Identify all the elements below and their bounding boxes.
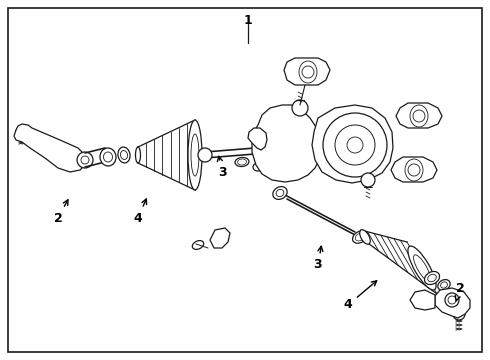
Text: 3: 3	[218, 156, 226, 179]
Polygon shape	[435, 288, 470, 318]
Ellipse shape	[360, 230, 370, 244]
Polygon shape	[410, 290, 435, 310]
Ellipse shape	[100, 148, 116, 166]
Text: 3: 3	[314, 246, 323, 271]
Ellipse shape	[352, 231, 368, 243]
Polygon shape	[391, 157, 437, 182]
Ellipse shape	[121, 150, 127, 159]
Polygon shape	[396, 103, 442, 128]
Ellipse shape	[441, 282, 447, 288]
Text: 1: 1	[244, 14, 252, 27]
Circle shape	[408, 164, 420, 176]
Ellipse shape	[276, 189, 284, 197]
Polygon shape	[14, 124, 85, 172]
Ellipse shape	[188, 120, 202, 190]
Polygon shape	[248, 128, 267, 150]
Polygon shape	[252, 105, 322, 182]
Ellipse shape	[235, 157, 249, 167]
Ellipse shape	[192, 240, 204, 249]
Ellipse shape	[273, 186, 287, 199]
Ellipse shape	[191, 134, 199, 176]
Circle shape	[335, 125, 375, 165]
Circle shape	[292, 100, 308, 116]
Circle shape	[77, 152, 93, 168]
Ellipse shape	[238, 159, 246, 165]
Ellipse shape	[428, 274, 436, 282]
Ellipse shape	[136, 147, 141, 163]
Circle shape	[445, 293, 459, 307]
Circle shape	[361, 173, 375, 187]
Circle shape	[413, 110, 425, 122]
Polygon shape	[284, 58, 330, 85]
Text: 2: 2	[53, 200, 68, 225]
Circle shape	[302, 66, 314, 78]
Circle shape	[16, 126, 28, 138]
Ellipse shape	[405, 159, 423, 181]
Ellipse shape	[410, 105, 428, 127]
Circle shape	[198, 148, 212, 162]
Circle shape	[323, 113, 387, 177]
Polygon shape	[210, 228, 230, 248]
Ellipse shape	[355, 233, 365, 241]
Text: 4: 4	[343, 281, 377, 311]
Text: 4: 4	[134, 199, 147, 225]
Circle shape	[347, 137, 363, 153]
Text: 2: 2	[455, 282, 465, 301]
Ellipse shape	[408, 246, 436, 290]
Ellipse shape	[424, 271, 440, 284]
Ellipse shape	[118, 147, 130, 163]
Ellipse shape	[414, 255, 430, 281]
Circle shape	[453, 308, 465, 320]
Polygon shape	[312, 105, 393, 183]
Ellipse shape	[299, 61, 317, 83]
Ellipse shape	[103, 152, 113, 162]
Ellipse shape	[253, 163, 263, 171]
Ellipse shape	[438, 280, 450, 291]
